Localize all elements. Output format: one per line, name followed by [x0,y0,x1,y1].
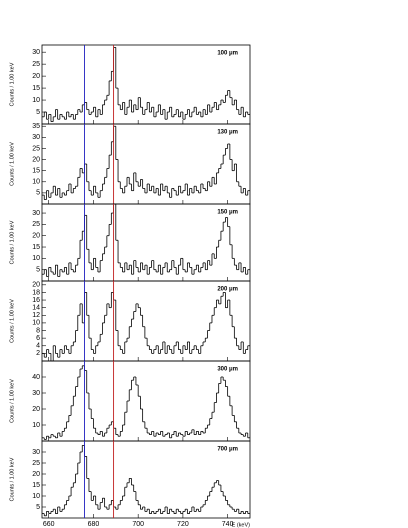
y-tick-label: 15 [32,482,40,489]
y-tick-label: 25 [32,61,40,68]
y-tick-label: 2 [36,350,40,357]
y-tick-label: 25 [32,145,40,152]
y-tick-label: 20 [32,233,40,240]
y-tick-label: 14 [32,305,40,312]
y-tick-label: 30 [32,390,40,397]
x-tick-label: 720 [177,521,189,528]
x-tick-label: 740 [222,521,234,528]
y-tick-label: 15 [32,85,40,92]
y-tick-label: 25 [32,221,40,228]
y-tick-label: 20 [32,73,40,80]
y-tick-label: 10 [32,179,40,186]
y-tick-label: 16 [32,297,40,304]
x-tick-label: 660 [43,521,55,528]
panel-label: 200 μm [217,287,238,293]
y-axis-title: Counts / 1.00 keV [9,220,15,264]
y-tick-label: 8 [36,327,40,334]
y-tick-label: 20 [32,156,40,163]
y-tick-label: 20 [32,471,40,478]
y-axis-title: Counts / 1.00 keV [9,62,15,106]
y-tick-label: 30 [32,210,40,217]
x-tick-label: 680 [88,521,100,528]
x-tick-label: 700 [132,521,144,528]
panel-frame [41,44,251,125]
panel-frame [41,280,251,362]
y-tick-label: 6 [36,335,40,342]
y-axis-title: Counts / 1.00 keV [9,379,15,423]
panel-frame [41,440,251,519]
y-axis-title: Counts / 1.00 keV [9,142,15,186]
y-tick-label: 4 [36,343,40,350]
y-tick-label: 20 [32,282,40,289]
y-tick-label: 35 [32,123,40,130]
y-tick-label: 30 [32,49,40,56]
y-tick-label: 15 [32,244,40,251]
panel-label: 150 μm [217,210,238,216]
y-tick-label: 5 [36,267,40,274]
y-tick-label: 5 [36,109,40,116]
y-tick-label: 18 [32,289,40,296]
y-tick-label: 10 [32,97,40,104]
y-tick-label: 30 [32,449,40,456]
panel-label: 300 μm [217,367,238,373]
y-tick-label: 40 [32,374,40,381]
y-tick-label: 10 [32,255,40,262]
y-tick-label: 12 [32,312,40,319]
y-tick-label: 25 [32,460,40,467]
y-tick-label: 15 [32,168,40,175]
y-tick-label: 20 [32,406,40,413]
y-axis-title: Counts / 1.00 keV [9,299,15,343]
y-tick-label: 10 [32,320,40,327]
y-tick-label: 5 [36,190,40,197]
y-tick-label: 5 [36,504,40,511]
y-tick-label: 10 [32,493,40,500]
y-tick-label: 10 [32,422,40,429]
panel-label: 100 μm [217,51,238,57]
panel-label: 130 μm [217,130,238,136]
y-tick-label: 30 [32,134,40,141]
panel-label: 700 μm [217,447,238,453]
x-axis-title: E (keV) [232,522,251,528]
y-axis-title: Counts / 1.00 keV [9,457,15,501]
